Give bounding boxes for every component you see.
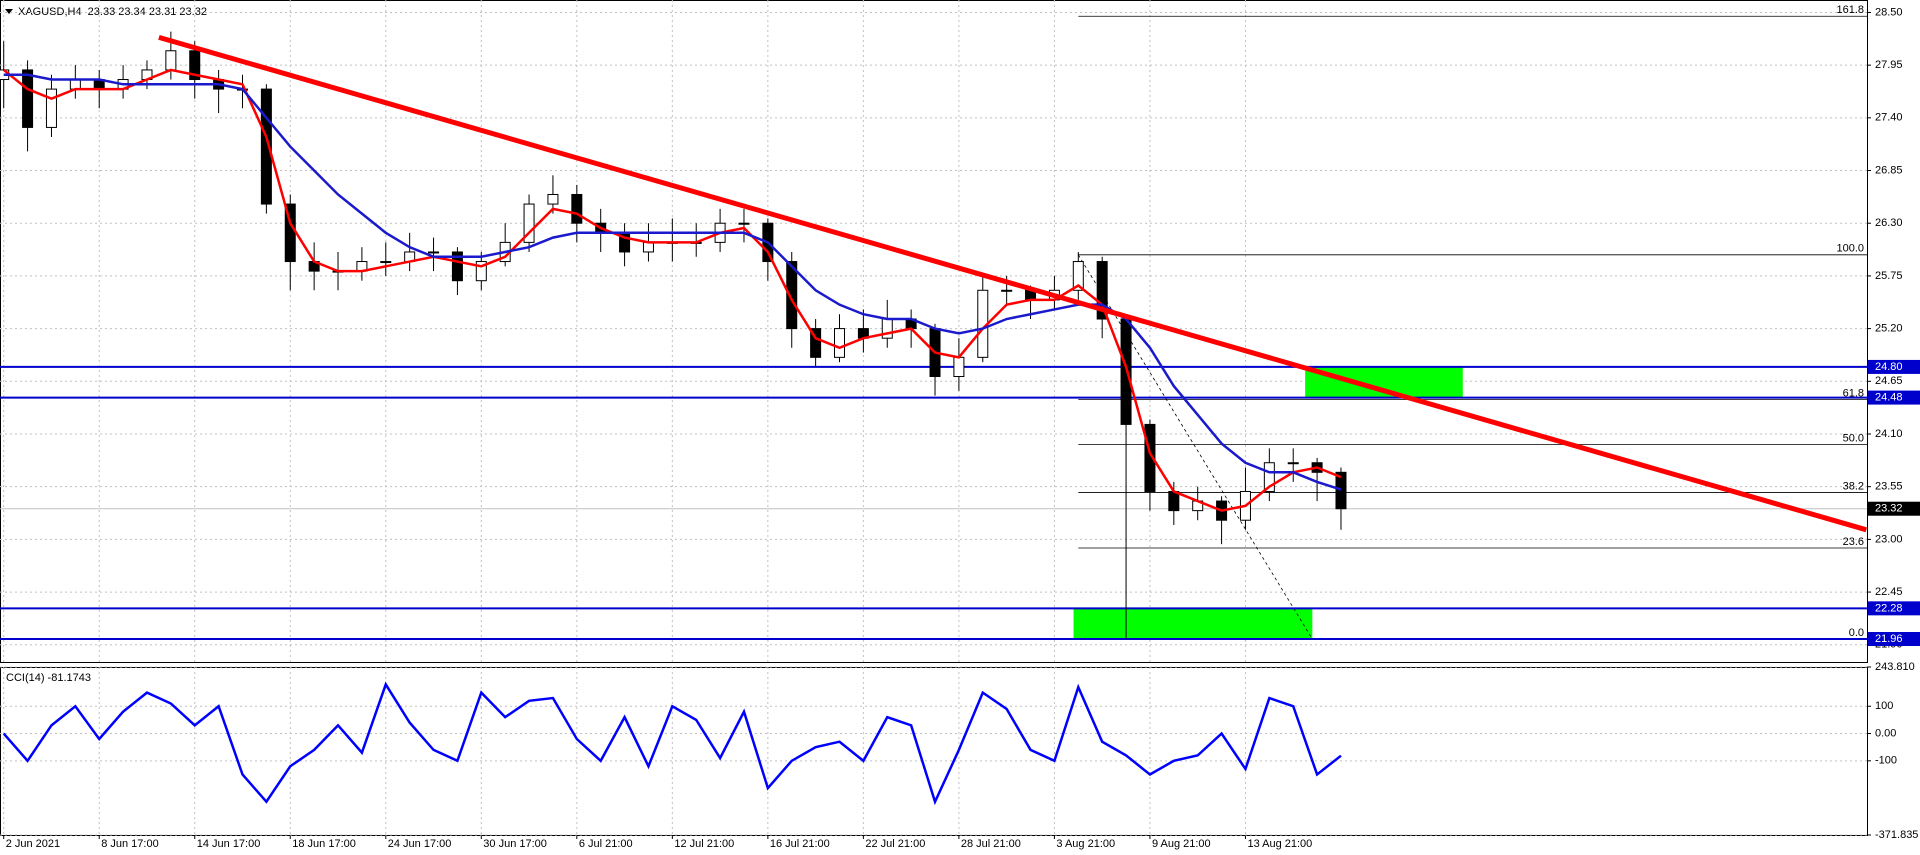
fib-label: 161.8 bbox=[1836, 4, 1864, 16]
candle-body bbox=[1120, 318, 1132, 425]
fib-label: 23.6 bbox=[1843, 536, 1864, 548]
fib-trend bbox=[1077, 254, 1313, 640]
candle-body bbox=[1072, 261, 1084, 291]
y-tick-label: 26.85 bbox=[1875, 164, 1903, 176]
candle-body bbox=[69, 79, 81, 90]
candle-body bbox=[1287, 462, 1299, 465]
x-tick-label: 22 Jul 21:00 bbox=[865, 838, 925, 850]
y-tick-label: 24.10 bbox=[1875, 428, 1903, 440]
x-tick-label: 30 Jun 17:00 bbox=[483, 838, 547, 850]
y-tick-label: 25.20 bbox=[1875, 323, 1903, 335]
candle-body bbox=[523, 203, 535, 243]
x-tick-label: 14 Jun 17:00 bbox=[197, 838, 261, 850]
level-label: 22.28 bbox=[1875, 602, 1903, 614]
candle-body bbox=[428, 251, 440, 254]
candle-body bbox=[380, 261, 392, 264]
fib-label: 0.0 bbox=[1849, 627, 1864, 639]
cci-title: CCI(14) -81.1743 bbox=[6, 672, 91, 684]
x-tick-label: 9 Aug 21:00 bbox=[1152, 838, 1211, 850]
level-label: 24.80 bbox=[1875, 361, 1903, 373]
candle-body bbox=[451, 251, 463, 282]
y-tick-label: 24.65 bbox=[1875, 375, 1903, 387]
candle-body bbox=[810, 328, 822, 358]
last-price-box bbox=[1868, 501, 1920, 516]
symbol-header: XAGUSD,H4 23.33 23.34 23.31 23.32 bbox=[18, 6, 207, 18]
candle-body bbox=[45, 88, 57, 128]
cci-line bbox=[2, 681, 1342, 806]
fib-label: 50.0 bbox=[1843, 432, 1864, 444]
x-tick-label: 6 Jul 21:00 bbox=[579, 838, 633, 850]
candle-body bbox=[547, 193, 559, 205]
cci-tick-label: -100 bbox=[1875, 755, 1897, 767]
menu-arrow[interactable] bbox=[5, 9, 13, 14]
y-tick-label: 27.40 bbox=[1875, 112, 1903, 124]
x-tick-label: 16 Jul 21:00 bbox=[770, 838, 830, 850]
zone bbox=[1073, 608, 1313, 640]
candle-body bbox=[738, 222, 750, 225]
x-tick-label: 3 Aug 21:00 bbox=[1056, 838, 1115, 850]
y-tick-label: 23.00 bbox=[1875, 533, 1903, 545]
x-tick-label: 13 Aug 21:00 bbox=[1247, 838, 1312, 850]
candle-body bbox=[475, 261, 487, 282]
candle-body bbox=[834, 328, 845, 358]
x-tick-label: 8 Jun 17:00 bbox=[101, 838, 159, 850]
x-tick-label: 12 Jul 21:00 bbox=[674, 838, 734, 850]
cci-tick-label: -371.835 bbox=[1875, 829, 1918, 841]
candle-body bbox=[1001, 289, 1013, 292]
cci-tick-label: 243.810 bbox=[1875, 661, 1915, 673]
y-tick-label: 25.75 bbox=[1875, 270, 1903, 282]
y-tick-label: 26.30 bbox=[1875, 217, 1903, 229]
last-price-label: 23.32 bbox=[1875, 503, 1903, 515]
candle-body bbox=[571, 193, 583, 224]
level-label: 24.48 bbox=[1875, 391, 1903, 403]
candle-body bbox=[260, 88, 272, 205]
candle-body bbox=[1263, 462, 1275, 492]
candle-body bbox=[953, 356, 965, 378]
candle-body bbox=[642, 241, 654, 253]
trendline bbox=[158, 34, 1868, 533]
cci-panel bbox=[0, 667, 1868, 836]
x-tick-label: 24 Jun 17:00 bbox=[388, 838, 452, 850]
candle-body bbox=[786, 261, 798, 330]
candle-body bbox=[1335, 471, 1347, 510]
candle-body bbox=[189, 50, 201, 81]
x-tick-label: 28 Jul 21:00 bbox=[961, 838, 1021, 850]
candle-body bbox=[1096, 261, 1108, 320]
x-tick-label: 2 Jun 2021 bbox=[6, 838, 60, 850]
candle-body bbox=[165, 50, 177, 71]
y-tick-label: 28.50 bbox=[1875, 6, 1903, 18]
main-panel bbox=[0, 0, 1868, 663]
y-tick-label: 27.95 bbox=[1875, 59, 1903, 71]
level-label: 21.96 bbox=[1875, 633, 1903, 645]
level-box bbox=[1868, 601, 1920, 616]
cci-tick-label: 100 bbox=[1875, 700, 1893, 712]
moving-average bbox=[2, 68, 1342, 512]
level-box bbox=[1868, 390, 1920, 405]
fib-label: 61.8 bbox=[1843, 387, 1864, 399]
level-box bbox=[1868, 359, 1920, 374]
cci-tick-label: 0.00 bbox=[1875, 727, 1896, 739]
y-tick-label: 22.45 bbox=[1875, 586, 1903, 598]
x-tick-label: 18 Jun 17:00 bbox=[292, 838, 356, 850]
candle-body bbox=[1144, 423, 1156, 492]
candle-body bbox=[1168, 490, 1180, 512]
candle-body bbox=[22, 69, 34, 128]
fib-label: 38.2 bbox=[1843, 480, 1864, 492]
level-box bbox=[1868, 632, 1920, 647]
fib-label: 100.0 bbox=[1836, 243, 1864, 255]
y-tick-label: 23.55 bbox=[1875, 481, 1903, 493]
